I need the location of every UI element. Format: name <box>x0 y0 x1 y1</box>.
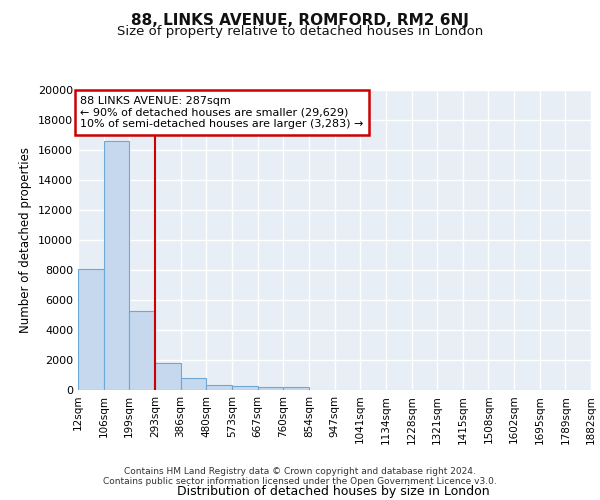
Bar <box>206 385 232 390</box>
Bar <box>104 141 130 390</box>
Bar <box>155 363 181 390</box>
Bar <box>78 268 104 390</box>
Text: Contains public sector information licensed under the Open Government Licence v3: Contains public sector information licen… <box>103 477 497 486</box>
Text: 88, LINKS AVENUE, ROMFORD, RM2 6NJ: 88, LINKS AVENUE, ROMFORD, RM2 6NJ <box>131 12 469 28</box>
Bar <box>257 386 283 390</box>
Text: Distribution of detached houses by size in London: Distribution of detached houses by size … <box>176 484 490 498</box>
Bar <box>283 387 309 390</box>
Text: 88 LINKS AVENUE: 287sqm
← 90% of detached houses are smaller (29,629)
10% of sem: 88 LINKS AVENUE: 287sqm ← 90% of detache… <box>80 96 364 129</box>
Text: Contains HM Land Registry data © Crown copyright and database right 2024.: Contains HM Land Registry data © Crown c… <box>124 467 476 476</box>
Bar <box>130 310 155 390</box>
Text: Size of property relative to detached houses in London: Size of property relative to detached ho… <box>117 25 483 38</box>
Y-axis label: Number of detached properties: Number of detached properties <box>19 147 32 333</box>
Bar <box>232 386 257 390</box>
Bar <box>181 378 206 390</box>
